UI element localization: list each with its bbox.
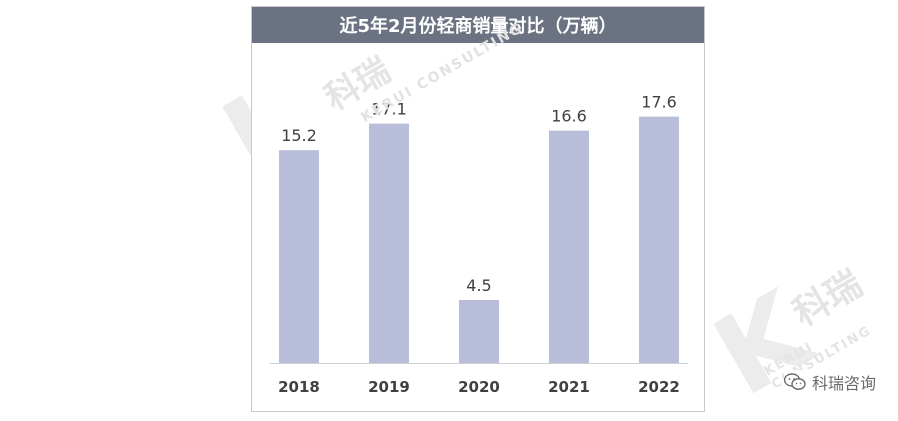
source-badge: 科瑞咨询 (783, 370, 876, 394)
bar-2020 (459, 300, 499, 363)
x-tick-label-2020: 2020 (458, 378, 500, 396)
bar-chart: 15.2 2018 17.1 2019 4.5 2020 16.6 2021 17.6 2022 (270, 93, 688, 396)
x-tick-label-2021: 2021 (548, 378, 590, 396)
data-label-2021: 16.6 (551, 107, 587, 126)
source-label: 科瑞咨询 (811, 374, 876, 393)
x-tick-label-2022: 2022 (638, 378, 680, 396)
x-tick-label-2018: 2018 (278, 378, 320, 396)
chart-panel: 近5年2月份轻商销量对比（万辆） 15.2 2018 17.1 2019 4.5 2020… (251, 6, 705, 412)
bar-2022 (639, 116, 679, 363)
data-label-2019: 17.1 (371, 100, 407, 119)
bar-2019 (369, 123, 409, 363)
data-label-2020: 4.5 (466, 276, 491, 295)
data-label-2018: 15.2 (281, 126, 317, 145)
x-tick-label-2019: 2019 (368, 378, 410, 396)
watermark-logo-right: K (693, 267, 832, 421)
data-label-2022: 17.6 (641, 93, 677, 112)
bar-2021 (549, 130, 589, 363)
watermark-brand-text-right: 科瑞 (786, 263, 870, 335)
chart-title: 近5年2月份轻商销量对比（万辆） (252, 7, 704, 43)
wechat-icon (783, 373, 806, 390)
bar-2018 (279, 150, 319, 363)
